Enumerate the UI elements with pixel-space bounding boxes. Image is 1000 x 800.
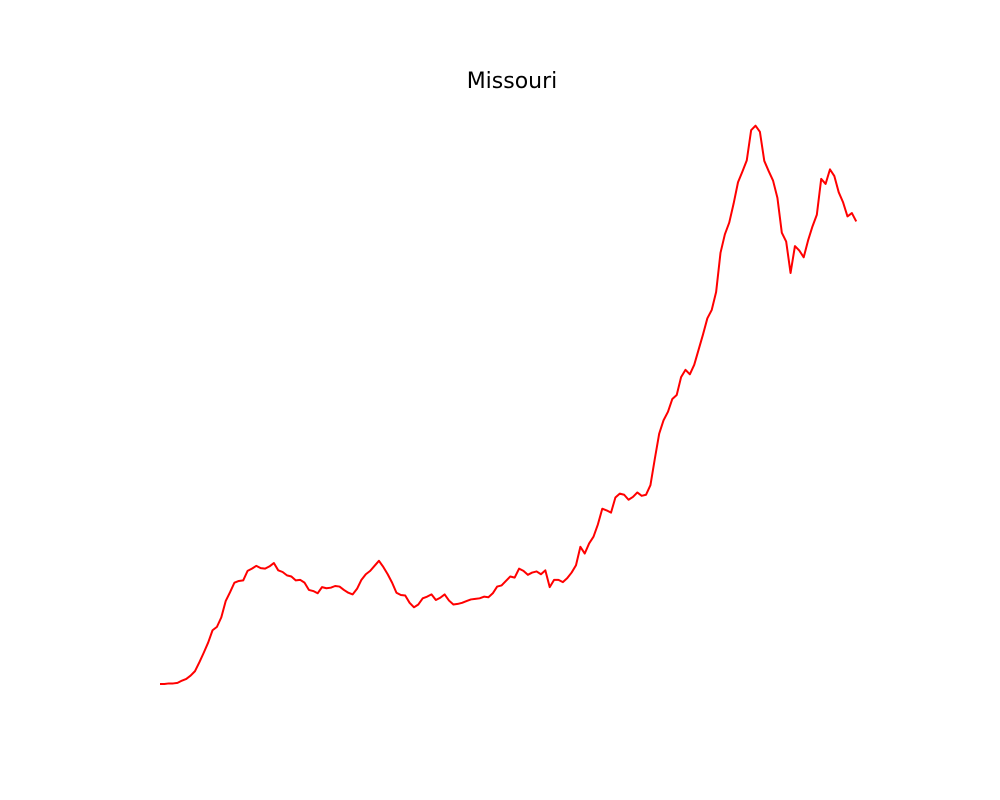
chart-title: Missouri [467,69,558,94]
series-line-0 [160,124,858,685]
plot-area [160,124,858,685]
